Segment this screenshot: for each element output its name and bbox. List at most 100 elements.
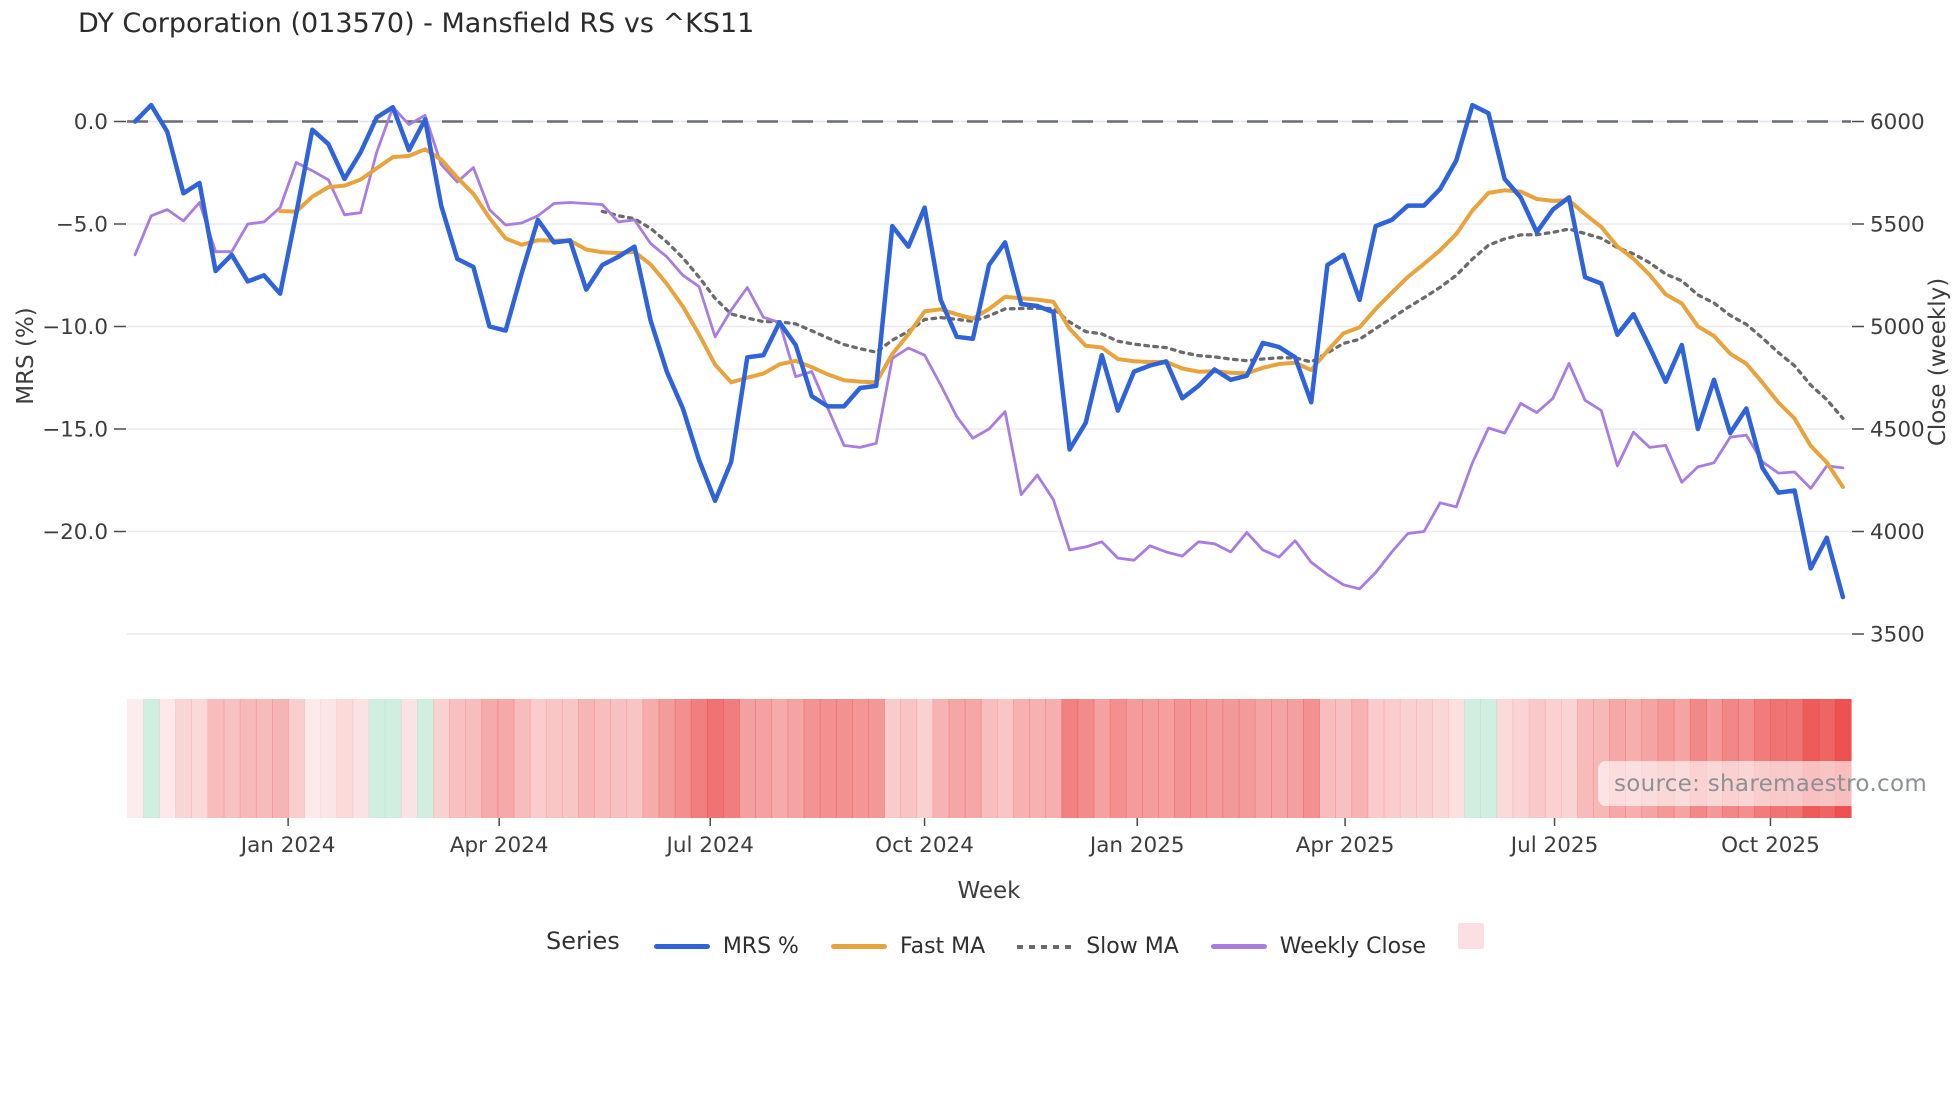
legend-label-1: Fast MA [899, 933, 986, 959]
series-line-slow-ma [600, 209, 1845, 421]
heatmap-cell [674, 699, 692, 818]
y-left-tick-label: −10.0 [42, 315, 108, 340]
heatmap-cell [336, 699, 354, 818]
heatmap-cell [1496, 699, 1514, 818]
heatmap-cell [1238, 699, 1256, 818]
heatmap-cell [497, 699, 515, 818]
series-line-weekly-close [133, 105, 1845, 591]
heatmap-cell [884, 699, 901, 818]
heatmap-cell [1045, 699, 1063, 818]
series-line-fast-ma [278, 147, 1845, 489]
x-tick-label: Jul 2024 [665, 833, 755, 858]
y-right-tick-label: 4000 [1870, 520, 1925, 545]
heatmap-cell [1029, 699, 1046, 818]
x-tick-label: Apr 2025 [1296, 833, 1395, 858]
y-right-tick-label: 3500 [1870, 623, 1925, 648]
heatmap-cell [1254, 699, 1272, 818]
heatmap-cell [803, 699, 821, 818]
heatmap-cell [1093, 699, 1111, 818]
legend-item-weekly-close: Weekly Close [1210, 933, 1427, 959]
heatmap-cell [255, 699, 273, 818]
heatmap-cell [690, 699, 708, 818]
y-right-tick-label: 6000 [1870, 110, 1925, 135]
legend-item-heatmap [1458, 922, 1485, 949]
heatmap-cell [1448, 699, 1465, 818]
heatmap-cell [835, 699, 853, 818]
x-tick-label: Jan 2024 [239, 833, 336, 858]
legend-title: Series [546, 927, 620, 955]
y-left-tick-label: −5.0 [56, 213, 108, 238]
heatmap-cell [1399, 699, 1417, 818]
heatmap-cell [368, 699, 386, 818]
heatmap-cell [1577, 699, 1594, 818]
heatmap-cell [771, 699, 789, 818]
heatmap-cell [1190, 699, 1208, 818]
heatmap-cell [932, 699, 950, 818]
heatmap-cell [562, 699, 579, 818]
heatmap-cell [159, 699, 176, 818]
y-axis-title-left: MRS (%) [13, 307, 39, 405]
legend-label-2: Slow MA [1086, 934, 1179, 960]
heatmap-cell [787, 699, 805, 818]
heatmap-cell [594, 699, 611, 818]
heatmap-cell [1271, 699, 1288, 818]
legend: Series MRS % Fast MA Slow MA Weekly Close [546, 920, 1516, 962]
series-line-mrs [132, 102, 1846, 600]
heatmap-cell [1222, 699, 1240, 818]
heatmap-cell [481, 699, 499, 818]
legend-swatch-4 [1458, 922, 1485, 949]
heatmap-cell [1367, 699, 1385, 818]
heatmap-cell [755, 699, 773, 818]
heatmap-cell [545, 699, 563, 818]
heatmap-cell [1512, 699, 1530, 818]
heatmap-cell [1174, 699, 1191, 818]
y-right-tick-label: 5500 [1870, 213, 1925, 238]
x-tick-label: Jan 2025 [1088, 833, 1185, 858]
legend-item-mrs-: MRS % [653, 934, 799, 959]
heatmap-cell [642, 699, 660, 818]
heatmap-cell [997, 699, 1014, 818]
y-right-tick-label: 4500 [1870, 418, 1925, 443]
heatmap-cell [578, 699, 595, 818]
x-tick-label: Oct 2025 [1721, 833, 1820, 858]
heatmap-cell [916, 699, 934, 818]
heatmap-cell [852, 699, 869, 818]
heatmap-cell [1013, 699, 1030, 818]
heatmap-cell [352, 699, 370, 818]
legend-items: MRS % Fast MA Slow MA Weekly Close [653, 922, 1516, 960]
heatmap-cell [980, 699, 998, 818]
heatmap-cell [1464, 699, 1481, 818]
heatmap-cell [1432, 699, 1449, 818]
heatmap-cell [1303, 699, 1320, 818]
heatmap-cell [964, 699, 982, 818]
chart-title: DY Corporation (013570) - Mansfield RS v… [78, 8, 755, 39]
heatmap-cell [819, 699, 837, 818]
heatmap-cell [1142, 699, 1159, 818]
heatmap-cell [417, 699, 434, 818]
y-right-tick-label: 5000 [1870, 315, 1925, 340]
heatmap-cell [320, 699, 337, 818]
heatmap-cell [1319, 699, 1336, 818]
heatmap-cell [288, 699, 305, 818]
heatmap-cell [1480, 699, 1498, 818]
y-left-tick-label: −20.0 [42, 520, 108, 545]
heatmap-cell [1109, 699, 1127, 818]
heatmap-cell [127, 699, 144, 818]
heatmap-cell [1335, 699, 1353, 818]
legend-label-3: Weekly Close [1279, 933, 1427, 959]
x-axis-title: Week [957, 878, 1021, 904]
y-axis-title-right: Close (weekly) [1925, 277, 1951, 447]
legend-swatch-2 [1017, 944, 1074, 949]
heatmap-cell [449, 699, 466, 818]
heatmap-cell [739, 699, 756, 818]
heatmap-cell [1528, 699, 1546, 818]
heatmap-cell [900, 699, 918, 818]
source-watermark: source: sharemaestro.com [1598, 761, 1943, 806]
heatmap-cell [143, 699, 160, 818]
legend-swatch-1 [830, 943, 887, 949]
heatmap-cell [1158, 699, 1175, 818]
heatmap-cell [723, 699, 740, 818]
heatmap-cell [1561, 699, 1578, 818]
y-left-tick-label: 0.0 [74, 110, 108, 135]
